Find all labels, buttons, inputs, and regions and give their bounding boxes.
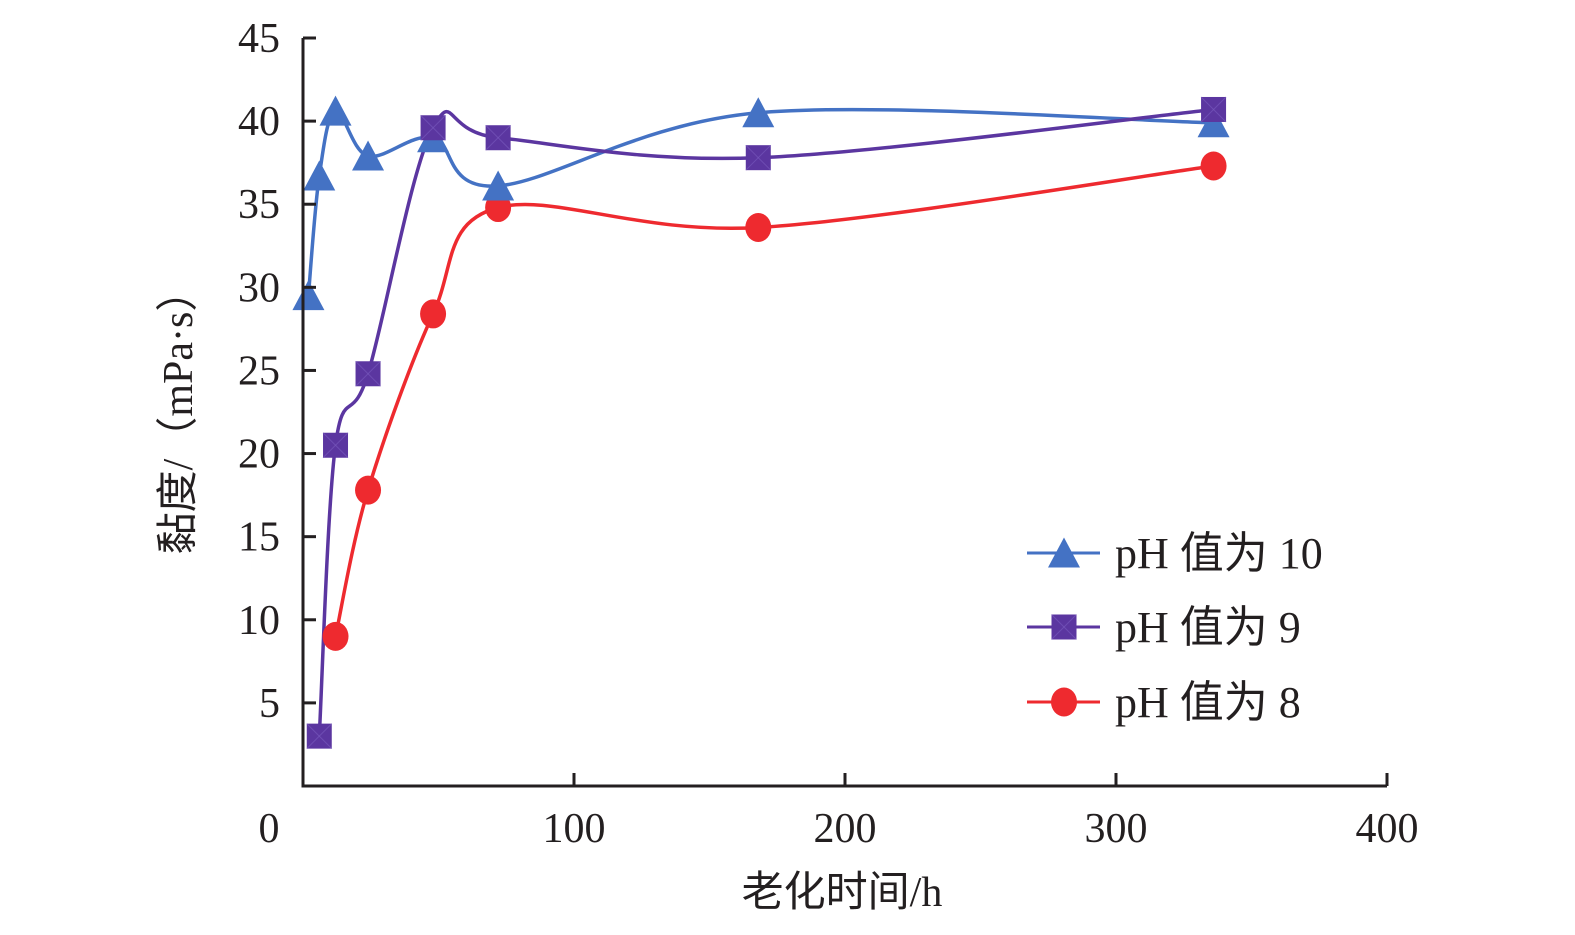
y-tick-label: 25	[238, 348, 280, 394]
data-point-triangle	[319, 95, 352, 126]
data-point-square	[306, 723, 333, 749]
legend-label: pH 值为 10	[1115, 529, 1323, 578]
x-tick-label: 200	[814, 806, 877, 852]
legend-label: pH 值为 8	[1115, 678, 1301, 727]
y-tick-label: 40	[238, 99, 280, 145]
series-line-square	[317, 107, 1216, 738]
legend-marker-square	[1051, 614, 1077, 640]
y-axis-title: 黏度/（mPa·s）	[156, 270, 202, 555]
x-axis-title: 老化时间/h	[742, 870, 943, 916]
y-tick-label: 30	[238, 265, 280, 311]
y-tick-label: 45	[238, 16, 280, 62]
data-point-triangle	[292, 280, 325, 311]
data-point-square	[485, 124, 511, 151]
data-point-square	[745, 144, 772, 171]
x-tick-label: 0	[259, 806, 280, 852]
y-tick-label: 5	[259, 681, 280, 727]
plot-series-lines	[306, 107, 1216, 738]
data-point-triangle	[352, 140, 385, 171]
legend-label: pH 值为 9	[1115, 603, 1301, 652]
tick-labels: 5 10 15 20 25 30 35 40 45 0 100 200 300 400	[238, 16, 1419, 852]
data-point-circle	[1200, 151, 1227, 181]
y-tick-label: 20	[238, 432, 280, 478]
data-point-square	[322, 432, 349, 459]
data-point-circle	[322, 621, 349, 651]
y-tick-label: 35	[238, 182, 280, 228]
data-point-square	[420, 114, 446, 141]
x-tick-label: 100	[543, 806, 606, 852]
legend-marker-circle	[1051, 687, 1077, 717]
data-point-square	[1200, 96, 1227, 123]
plot-series-markers	[292, 95, 1230, 749]
legend-marker-triangle	[1048, 537, 1080, 568]
data-point-circle	[355, 475, 382, 505]
y-tick-label: 15	[238, 515, 280, 561]
legend-item: pH 值为 9	[1027, 603, 1301, 652]
data-point-triangle	[303, 160, 336, 191]
data-point-square	[355, 360, 381, 387]
x-tick-label: 300	[1085, 806, 1148, 852]
data-point-triangle	[1197, 107, 1230, 138]
legend-item: pH 值为 8	[1027, 678, 1301, 727]
data-point-triangle	[742, 97, 775, 128]
series-line-triangle	[306, 107, 1216, 298]
y-tick-label: 10	[238, 598, 280, 644]
x-tick-label: 400	[1356, 806, 1419, 852]
legend-item: pH 值为 10	[1027, 529, 1323, 578]
data-point-triangle	[482, 170, 515, 201]
data-point-circle	[745, 212, 772, 242]
data-point-circle	[420, 299, 447, 329]
axes	[301, 36, 1389, 788]
legend: pH 值为 10 pH 值为 9 pH 值为 8	[1027, 529, 1323, 727]
series-line-circle	[333, 164, 1216, 639]
